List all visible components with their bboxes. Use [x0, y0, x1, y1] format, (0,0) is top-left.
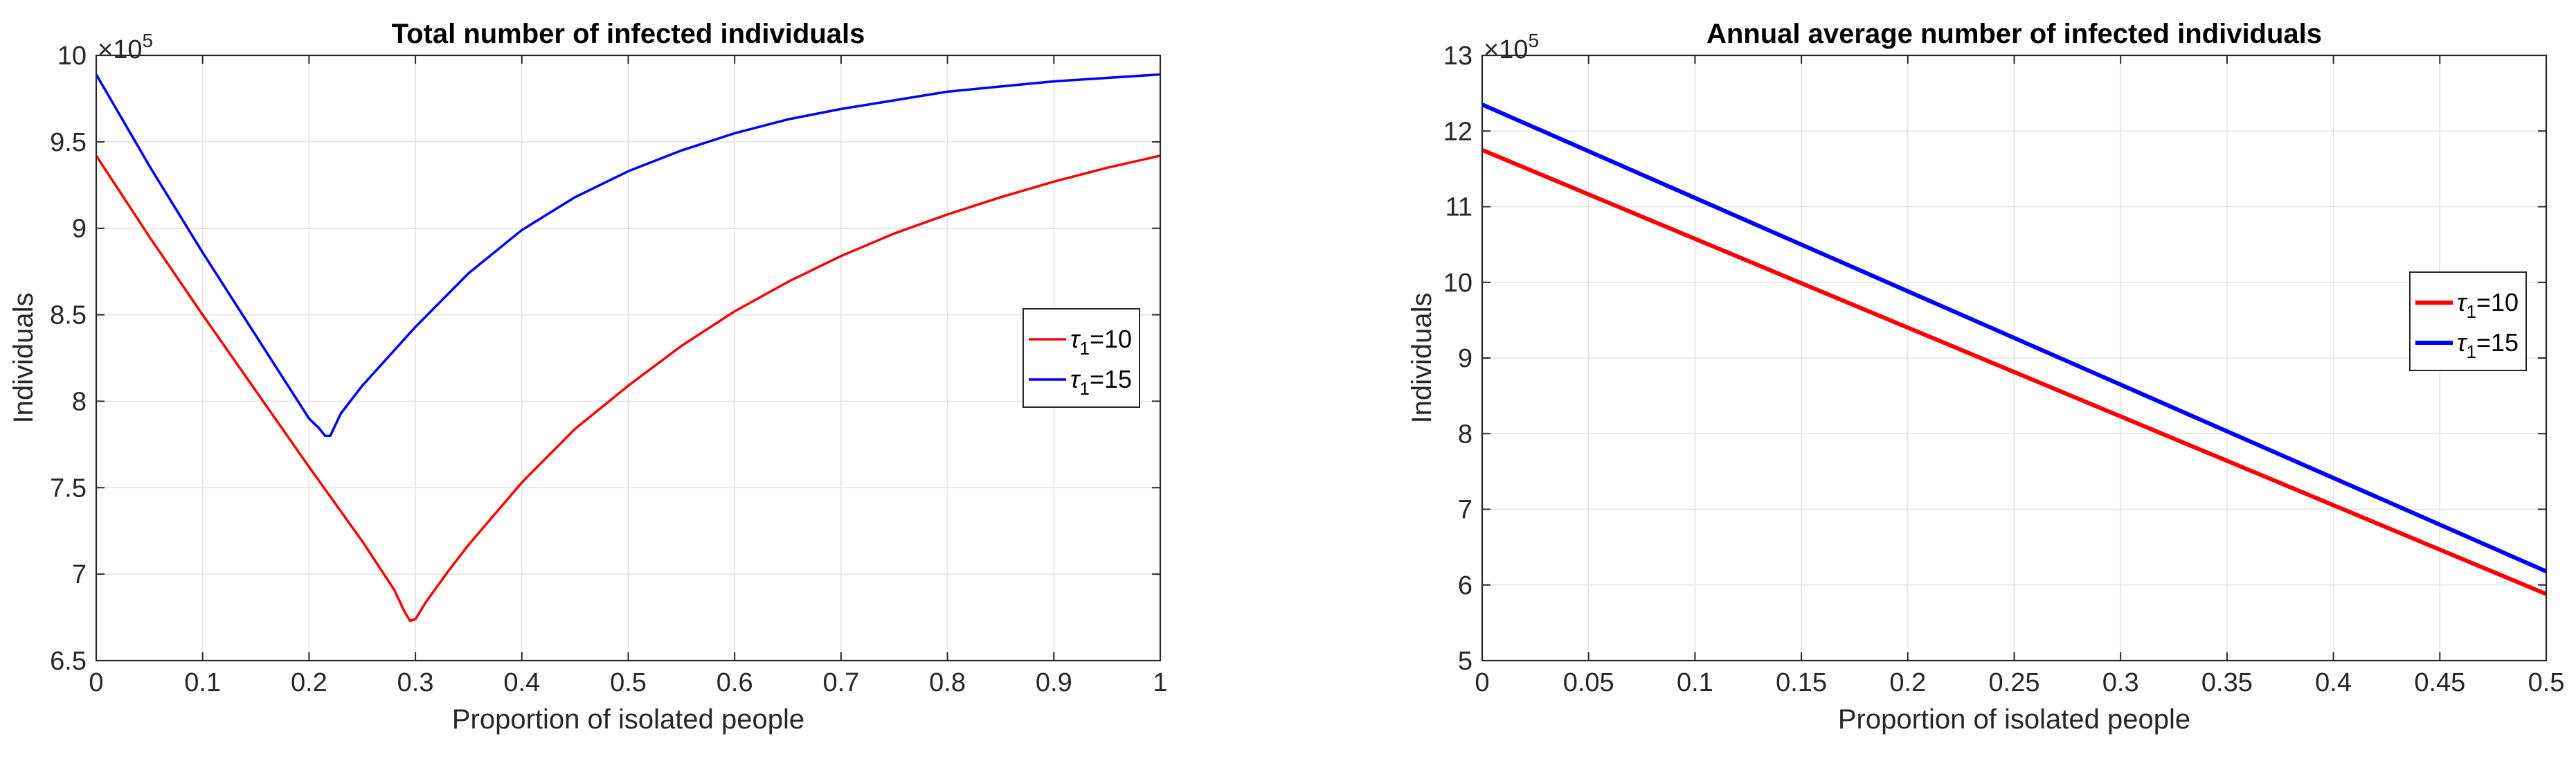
y-axis-exponent: ×105 — [1484, 30, 1539, 64]
x-tick-label: 0.6 — [717, 668, 753, 697]
y-tick-label: 9 — [72, 215, 87, 244]
legend-symbol: τ — [2457, 288, 2468, 316]
legend-subscript: 1 — [2466, 341, 2476, 362]
legend-symbol: τ — [2457, 328, 2468, 357]
x-tick-label: 0.25 — [1989, 668, 2040, 697]
x-tick-label: 0.15 — [1776, 668, 1827, 697]
legend-label-1: τ1=15 — [2457, 328, 2519, 362]
legend-subscript: 1 — [2466, 301, 2476, 322]
x-tick-label: 0.8 — [929, 668, 966, 697]
y-tick-label: 6.5 — [50, 647, 87, 676]
y-tick-label: 5 — [1458, 647, 1472, 676]
x-tick-label: 0.4 — [503, 668, 540, 697]
y-axis-title: Individuals — [8, 292, 39, 423]
series-line-0 — [1482, 147, 2546, 596]
y-tick-label: 7 — [72, 560, 87, 589]
y-tick-label: 10 — [57, 42, 87, 71]
x-tick-label: 0.2 — [1889, 668, 1926, 697]
legend-value: =15 — [1090, 365, 1132, 393]
legend-label-0: τ1=10 — [2457, 288, 2519, 322]
x-tick-label: 0.3 — [2102, 668, 2139, 697]
y-axis-title: Individuals — [1407, 292, 1437, 423]
x-tick-label: 0.45 — [2414, 668, 2465, 697]
legend-box — [2409, 271, 2527, 371]
y-tick-label: 9 — [1458, 344, 1472, 373]
legend-symbol: τ — [1070, 325, 1081, 353]
x-tick-label: 0.2 — [291, 668, 327, 697]
x-axis-title: Proportion of isolated people — [452, 704, 804, 735]
series-line-1 — [1482, 102, 2546, 573]
x-tick-label: 0.4 — [2315, 668, 2352, 697]
legend-box — [1023, 308, 1140, 408]
y-tick-label: 11 — [1445, 193, 1472, 222]
x-tick-label: 0.9 — [1036, 668, 1072, 697]
legend-value: =10 — [2476, 288, 2519, 316]
y-tick-label: 8 — [1458, 420, 1472, 449]
x-tick-label: 1 — [1153, 668, 1167, 697]
y-tick-label: 8.5 — [50, 301, 87, 330]
chart-annual-average-infected: 0 0.05 0.1 0.15 0.2 0.25 0.3 0.35 0.4 0.45 0.5 5 6 7 8… — [1407, 19, 2564, 735]
chart-total-infected: 0 0.1 0.2 0.3 0.4 0.5 0.6 0.7 0.8 0.9 1 6.5 7 7.5 8 8.5… — [8, 19, 1168, 735]
y-tick-label: 13 — [1443, 42, 1472, 71]
x-tick-label: 0.1 — [1677, 668, 1713, 697]
y-tick-label: 12 — [1443, 117, 1472, 146]
x-tick-label: 0.3 — [397, 668, 434, 697]
legend-subscript: 1 — [1079, 378, 1089, 399]
x-tick-label: 0 — [89, 668, 103, 697]
y-tick-label: 9.5 — [50, 128, 87, 157]
x-tick-label: 0.7 — [822, 668, 859, 697]
chart-title: Annual average number of infected indivi… — [1706, 19, 2322, 49]
exponent-base: ×10 — [98, 35, 142, 64]
chart-title: Total number of infected individuals — [392, 19, 865, 49]
series-line-0 — [96, 154, 1160, 623]
legend-subscript: 1 — [1079, 338, 1089, 359]
x-tick-label: 0 — [1475, 668, 1489, 697]
legend-value: =10 — [1090, 325, 1132, 353]
x-tick-label: 0.35 — [2201, 668, 2253, 697]
x-tick-label: 0.5 — [610, 668, 647, 697]
x-tick-label: 0.5 — [2528, 668, 2565, 697]
y-tick-label: 7 — [1458, 496, 1472, 525]
legend-value: =15 — [2476, 328, 2519, 357]
legend-label-0: τ1=10 — [1070, 325, 1132, 359]
exponent-base: ×10 — [1484, 35, 1528, 64]
series-line-1 — [96, 73, 1160, 438]
y-tick-label: 10 — [1443, 269, 1472, 298]
legend-label-1: τ1=15 — [1070, 365, 1132, 399]
y-axis-exponent: ×105 — [98, 30, 153, 64]
x-tick-label: 0.1 — [184, 668, 221, 697]
y-tick-label: 8 — [72, 387, 87, 416]
exponent-power: 5 — [1528, 30, 1539, 51]
legend-symbol: τ — [1070, 365, 1081, 393]
x-tick-label: 0.05 — [1563, 668, 1614, 697]
y-tick-label: 7.5 — [50, 474, 87, 503]
exponent-power: 5 — [142, 30, 153, 51]
y-tick-label: 6 — [1458, 571, 1472, 600]
x-axis-title: Proportion of isolated people — [1838, 704, 2190, 735]
